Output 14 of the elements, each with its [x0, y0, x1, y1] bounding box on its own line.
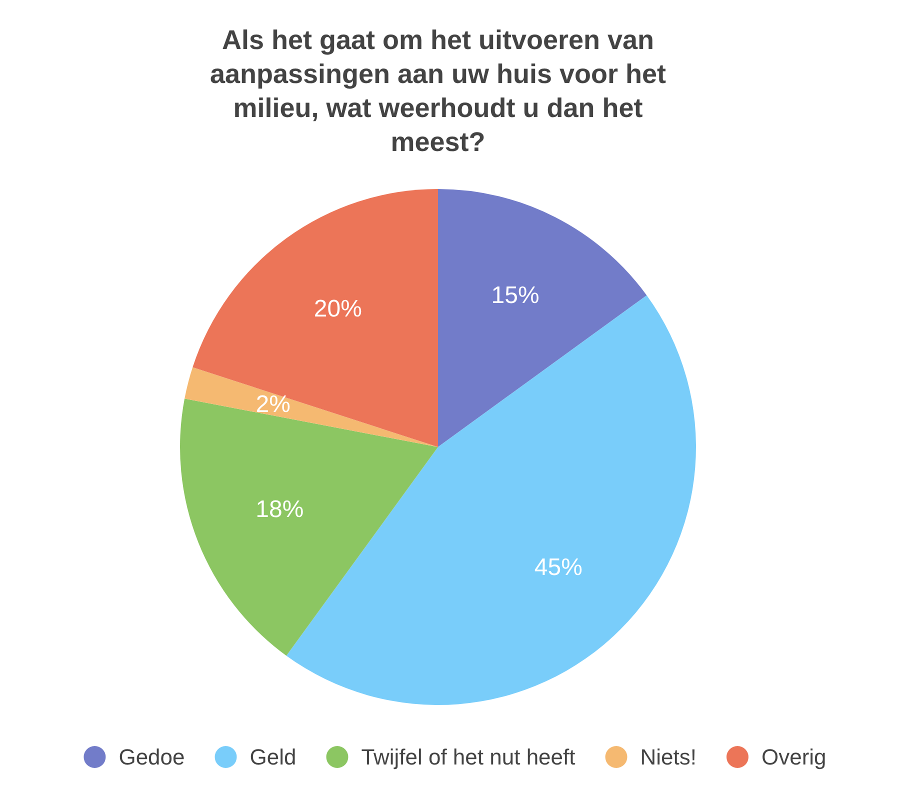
- data-label: 2%: [256, 391, 290, 418]
- legend-label: Geld: [250, 744, 296, 770]
- pie-slice: [184, 367, 438, 447]
- chart-title: Als het gaat om het uitvoeren van aanpassingen aan uw huis voor het milieu, wat weerhoudt u dan het meest?: [210, 25, 666, 157]
- pie-slice: [438, 189, 647, 447]
- legend-label: Gedoe: [118, 744, 185, 770]
- pie-slice: [192, 189, 438, 447]
- legend-label: Overig: [761, 744, 826, 770]
- data-label: 15%: [491, 282, 540, 309]
- legend-label: Niets!: [640, 744, 697, 770]
- data-label: 45%: [534, 554, 582, 581]
- data-label: 18%: [256, 496, 304, 524]
- data-label: 20%: [314, 296, 362, 323]
- legend-label: Twijfel of het nut heeft: [361, 744, 576, 770]
